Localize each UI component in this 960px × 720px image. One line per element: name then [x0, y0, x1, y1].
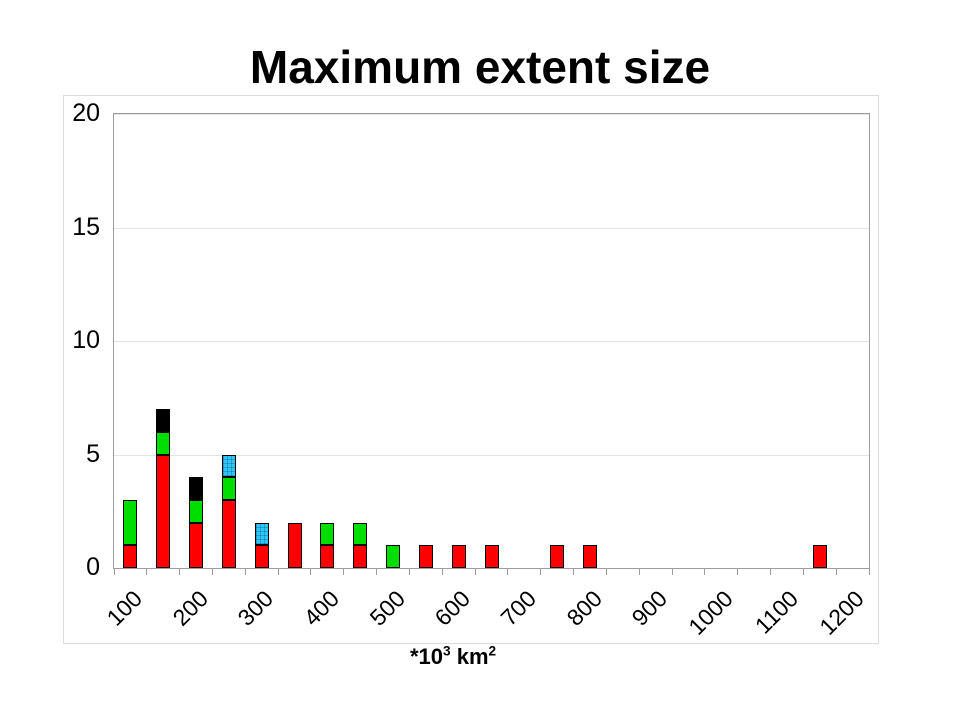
- bar-segment-red: [451, 545, 466, 568]
- bar-segment-red: [484, 545, 499, 568]
- bar-segment-cyan: [254, 522, 269, 546]
- x-axis-unit-base: *10: [410, 644, 444, 669]
- bar-segment-red: [123, 545, 138, 568]
- x-axis-unit-exponent: 3: [443, 643, 451, 659]
- bar-segment-red: [812, 545, 827, 568]
- gridline: [114, 454, 869, 456]
- x-tick: [802, 568, 804, 575]
- gridline: [114, 341, 869, 342]
- y-tick-label: 10: [72, 326, 100, 354]
- x-tick: [835, 568, 837, 575]
- x-tick: [507, 568, 509, 575]
- bar-segment-red: [221, 499, 236, 568]
- chart-title: Maximum extent size: [249, 41, 711, 93]
- x-tick: [605, 568, 607, 575]
- bar-segment-green: [221, 477, 236, 500]
- bar-segment-cyan: [221, 454, 236, 478]
- x-tick: [408, 568, 410, 575]
- bar-segment-black: [189, 477, 204, 500]
- x-tick: [179, 568, 181, 575]
- y-tick-label: 15: [72, 212, 100, 241]
- x-tick: [211, 568, 213, 575]
- x-tick: [113, 568, 115, 575]
- bar-segment-red: [418, 545, 433, 568]
- bar-segment-red: [550, 545, 565, 568]
- gridline: [114, 114, 869, 115]
- x-tick: [638, 568, 640, 575]
- x-tick: [573, 568, 575, 575]
- bar-segment-red: [353, 545, 368, 568]
- y-tick-label: 0: [86, 553, 100, 581]
- x-tick: [244, 568, 246, 575]
- gridline: [114, 227, 869, 229]
- bar-segment-red: [287, 522, 302, 568]
- x-tick: [770, 568, 772, 575]
- bar-segment-green: [123, 499, 138, 546]
- plot-area: [113, 113, 870, 575]
- bar-segment-red: [254, 545, 269, 568]
- x-tick: [474, 568, 476, 575]
- bar-segment-green: [386, 545, 401, 568]
- x-tick: [376, 568, 378, 575]
- x-tick: [737, 568, 739, 575]
- bar-segment-black: [156, 409, 171, 432]
- x-tick: [310, 568, 312, 575]
- bar-segment-green: [189, 499, 204, 523]
- x-axis-unit-base2: km: [450, 644, 489, 669]
- x-tick: [146, 568, 148, 575]
- y-tick-label: 20: [72, 99, 100, 127]
- bar-segment-red: [582, 545, 597, 568]
- x-tick: [671, 568, 673, 575]
- bar-segment-green: [353, 522, 368, 546]
- x-tick: [868, 568, 870, 575]
- y-tick-label: 5: [86, 439, 100, 468]
- x-tick: [704, 568, 706, 575]
- x-tick: [540, 568, 542, 575]
- bar-segment-green: [156, 431, 171, 455]
- bar-segment-red: [156, 454, 171, 568]
- x-tick: [343, 568, 345, 575]
- x-tick: [277, 568, 279, 575]
- x-tick: [441, 568, 443, 575]
- bar-segment-red: [320, 545, 335, 568]
- x-axis-unit-label: *103 km2: [410, 644, 496, 670]
- bar-segment-green: [320, 522, 335, 546]
- x-axis-unit-exponent2: 2: [488, 643, 497, 659]
- bar-segment-red: [189, 522, 204, 568]
